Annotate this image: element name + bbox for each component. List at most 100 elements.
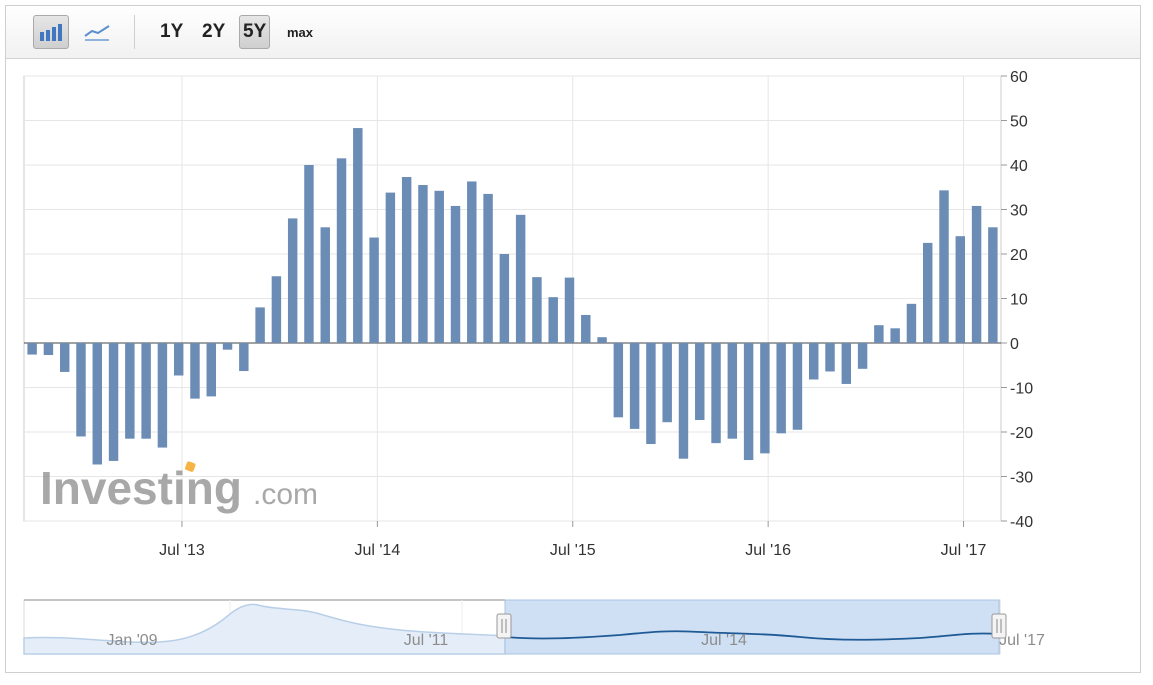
data-bar[interactable] <box>923 242 933 343</box>
data-bar[interactable] <box>906 303 917 343</box>
x-tick-label: Jul '17 <box>941 542 987 559</box>
data-bar[interactable] <box>874 325 884 343</box>
range-max-button[interactable]: max <box>287 24 314 40</box>
watermark-suffix: .com <box>253 478 318 511</box>
x-tick-label: Jul '15 <box>550 542 596 559</box>
data-bar[interactable] <box>467 181 477 343</box>
data-bar[interactable] <box>222 343 233 350</box>
data-bar[interactable] <box>597 337 607 343</box>
watermark-accent <box>185 461 196 472</box>
y-tick-label: -30 <box>1010 470 1033 487</box>
data-bar[interactable] <box>206 343 216 397</box>
data-bar[interactable] <box>173 343 184 376</box>
y-tick-label: 40 <box>1010 158 1028 175</box>
x-axis: Jul '13 Jul '14 Jul '15 Jul '16 Jul '17 <box>159 521 987 559</box>
y-tick-label: 50 <box>1010 114 1028 131</box>
data-bar[interactable] <box>385 192 396 343</box>
y-tick-label: -20 <box>1010 425 1033 442</box>
bar-chart-icon[interactable] <box>33 15 69 49</box>
data-bar[interactable] <box>336 158 347 343</box>
data-bar[interactable] <box>564 277 575 343</box>
data-bar[interactable] <box>27 343 37 355</box>
data-bar[interactable] <box>695 343 705 420</box>
watermark-brand: Investing <box>40 462 242 514</box>
data-bar[interactable] <box>646 343 656 445</box>
data-bar[interactable] <box>59 343 70 372</box>
data-bar[interactable] <box>483 193 493 343</box>
navigator[interactable]: Jan '09 Jul '11 Jul '14 Jul '17 <box>23 599 1045 655</box>
line-chart-icon[interactable] <box>79 15 115 49</box>
investing-watermark: Investing .com <box>40 461 318 514</box>
y-tick-label: 0 <box>1010 336 1019 353</box>
y-axis: 60 50 40 30 20 10 0 -10 -20 -30 -40 <box>1001 69 1033 531</box>
y-tick-label: 30 <box>1010 203 1028 220</box>
navigator-label: Jul '14 <box>701 632 747 649</box>
chart-bars <box>27 128 998 465</box>
data-bar[interactable] <box>450 205 461 343</box>
navigator-label: Jul '11 <box>404 632 449 649</box>
data-bar[interactable] <box>108 343 119 461</box>
data-bar[interactable] <box>401 177 412 343</box>
data-bar[interactable] <box>890 328 900 343</box>
data-bar[interactable] <box>548 297 558 343</box>
y-tick-label: 60 <box>1010 69 1028 86</box>
data-bar[interactable] <box>971 205 982 343</box>
navigator-right-handle[interactable] <box>991 613 1007 639</box>
data-bar[interactable] <box>43 343 54 356</box>
chart-toolbar: 1Y 2Y 5Y max <box>6 6 1140 59</box>
data-bar[interactable] <box>678 343 689 459</box>
navigator-selected-range[interactable] <box>504 599 1000 655</box>
y-tick-label: -40 <box>1010 514 1033 531</box>
navigator-history-area <box>23 603 506 655</box>
data-bar[interactable] <box>157 343 168 448</box>
data-bar[interactable] <box>825 343 835 372</box>
y-tick-label: 10 <box>1010 292 1028 309</box>
range-2y-button[interactable]: 2Y <box>202 21 226 42</box>
data-bar[interactable] <box>629 343 640 429</box>
data-bar[interactable] <box>743 343 754 461</box>
navigator-label: Jan '09 <box>106 632 157 649</box>
data-bar[interactable] <box>418 185 428 343</box>
data-bar[interactable] <box>857 343 868 369</box>
data-bar[interactable] <box>581 314 591 343</box>
range-5y-button[interactable]: 5Y <box>239 15 271 49</box>
data-bar[interactable] <box>499 254 510 343</box>
data-bar[interactable] <box>711 343 721 444</box>
data-bar[interactable] <box>76 343 86 437</box>
data-bar[interactable] <box>239 343 249 372</box>
data-bar[interactable] <box>92 343 102 465</box>
data-bar[interactable] <box>662 343 672 423</box>
data-bar[interactable] <box>287 218 298 343</box>
data-bar[interactable] <box>515 214 526 343</box>
range-1y-button[interactable]: 1Y <box>160 21 184 42</box>
data-bar[interactable] <box>613 343 624 418</box>
data-bar[interactable] <box>255 307 265 343</box>
data-bar[interactable] <box>320 227 330 343</box>
x-tick-label: Jul '13 <box>159 542 205 559</box>
toolbar-separator <box>134 15 135 49</box>
data-bar[interactable] <box>841 343 852 384</box>
data-bar[interactable] <box>939 190 949 343</box>
y-tick-label: -10 <box>1010 381 1033 398</box>
data-bar[interactable] <box>809 343 819 380</box>
data-bar[interactable] <box>760 343 770 454</box>
navigator-left-handle[interactable] <box>496 613 512 639</box>
data-bar[interactable] <box>727 343 738 439</box>
data-bar[interactable] <box>532 277 542 343</box>
data-bar[interactable] <box>353 128 363 343</box>
data-bar[interactable] <box>988 227 998 343</box>
data-bar[interactable] <box>434 190 444 343</box>
data-bar[interactable] <box>776 343 786 434</box>
data-bar[interactable] <box>792 343 803 430</box>
x-tick-label: Jul '14 <box>354 542 400 559</box>
data-bar[interactable] <box>369 237 379 343</box>
data-bar[interactable] <box>304 165 314 343</box>
chart-grid <box>23 75 1002 522</box>
data-bar[interactable] <box>141 343 151 439</box>
data-bar[interactable] <box>955 236 966 343</box>
data-bar[interactable] <box>271 276 282 343</box>
y-tick-label: 20 <box>1010 247 1028 264</box>
data-bar[interactable] <box>190 343 200 399</box>
data-bar[interactable] <box>125 343 135 439</box>
